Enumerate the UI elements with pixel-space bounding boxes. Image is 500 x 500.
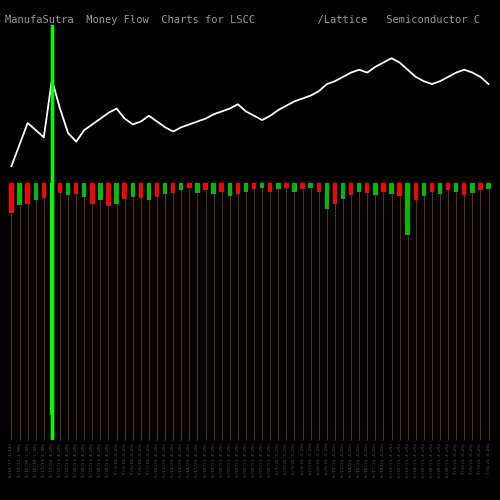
Bar [486, 182, 491, 190]
Bar [195, 182, 200, 192]
Bar [187, 182, 192, 188]
Bar [390, 182, 394, 194]
Bar [341, 182, 345, 200]
Bar [50, 182, 54, 415]
Bar [398, 182, 402, 196]
Bar [438, 182, 442, 194]
Bar [422, 182, 426, 196]
Bar [106, 182, 110, 206]
Bar [300, 182, 305, 190]
Bar [454, 182, 458, 192]
Bar [179, 182, 184, 190]
Bar [204, 182, 208, 190]
Bar [114, 182, 119, 204]
Bar [18, 182, 22, 205]
Bar [155, 182, 159, 196]
Bar [381, 182, 386, 192]
Bar [138, 182, 143, 198]
Bar [220, 182, 224, 192]
Bar [74, 182, 78, 194]
Bar [406, 182, 410, 236]
Bar [470, 182, 474, 192]
Bar [284, 182, 288, 188]
Bar [122, 182, 127, 200]
Bar [244, 182, 248, 192]
Bar [462, 182, 466, 195]
Bar [82, 182, 86, 196]
Bar [9, 182, 14, 213]
Bar [228, 182, 232, 196]
Bar [268, 182, 272, 192]
Bar [365, 182, 370, 192]
Bar [332, 182, 337, 204]
Bar [446, 182, 450, 190]
Bar [146, 182, 151, 200]
Bar [252, 182, 256, 190]
Bar [90, 182, 94, 204]
Bar [130, 182, 135, 196]
Bar [316, 182, 321, 192]
Bar [308, 182, 313, 188]
Bar [236, 182, 240, 194]
Bar [66, 182, 70, 195]
Bar [478, 182, 482, 190]
Bar [276, 182, 280, 190]
Text: ManufaSutra  Money Flow  Charts for LSCC          /Lattice   Semiconductor C: ManufaSutra Money Flow Charts for LSCC /… [5, 15, 480, 25]
Bar [34, 182, 38, 200]
Bar [357, 182, 362, 192]
Bar [58, 182, 62, 192]
Bar [373, 182, 378, 195]
Bar [260, 182, 264, 188]
Bar [414, 182, 418, 200]
Bar [430, 182, 434, 192]
Bar [292, 182, 296, 192]
Bar [42, 182, 46, 198]
Bar [324, 182, 329, 210]
Bar [212, 182, 216, 194]
Bar [349, 182, 354, 195]
Bar [163, 182, 168, 194]
Bar [171, 182, 175, 192]
Bar [26, 182, 30, 204]
Bar [98, 182, 102, 200]
